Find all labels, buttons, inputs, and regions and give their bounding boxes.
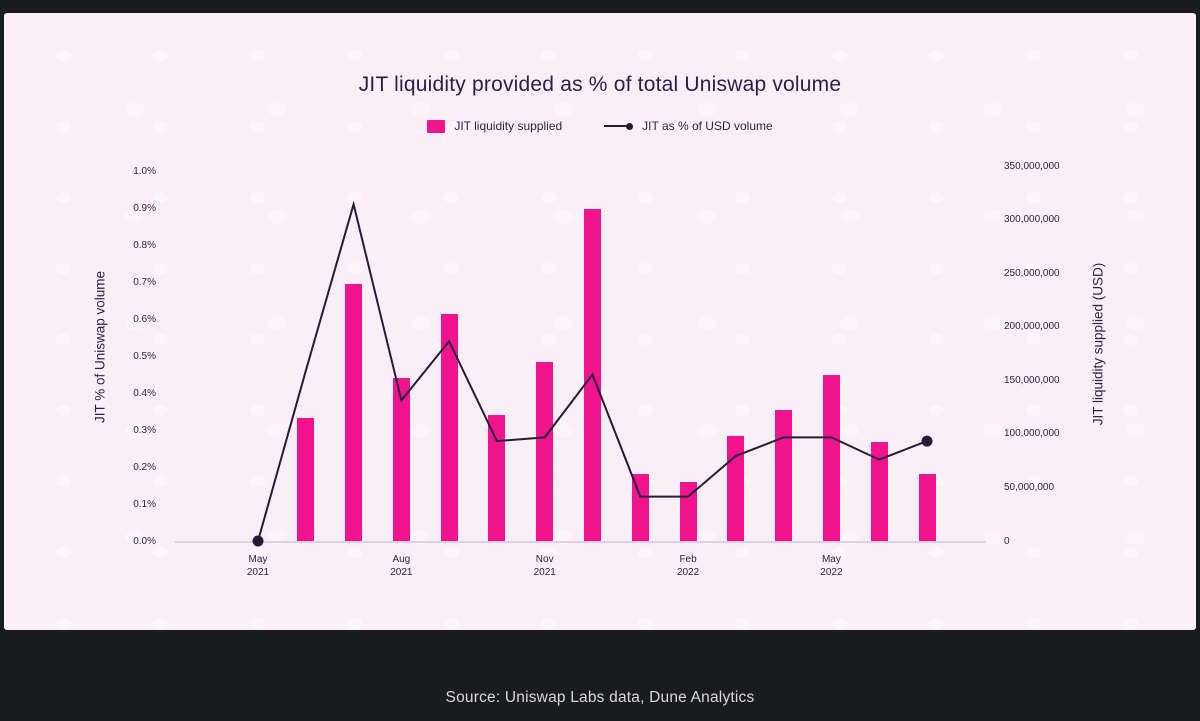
right-axis-tick-label: 50,000,000: [1004, 481, 1055, 493]
x-axis-label-line: May: [821, 554, 841, 565]
left-axis-tick-label: 0.6%: [133, 313, 156, 325]
x-axis-label-line: 2021: [390, 567, 413, 578]
bar-apr-2022: [775, 410, 793, 541]
bar-nov-2021: [536, 362, 554, 541]
bar-jan-2022: [631, 473, 649, 541]
x-axis-label-may-2021: May 2021: [228, 553, 288, 579]
left-axis-tick-label: 0.0%: [133, 535, 156, 547]
bar-jul-2021: [345, 283, 363, 541]
right-axis-tick-label: 150,000,000: [1004, 374, 1060, 386]
x-axis-baseline: [175, 541, 986, 543]
line-endpoint-dot-may-2021: [252, 535, 264, 547]
trend-line: [257, 200, 928, 542]
left-axis-tick-label: 0.3%: [133, 424, 156, 436]
legend-label-bar-series: JIT liquidity supplied: [454, 119, 563, 133]
line-dot-icon: [604, 122, 634, 130]
bar-aug-2021: [392, 378, 410, 541]
chart-legend: JIT liquidity supplied JIT as % of USD v…: [4, 119, 1196, 133]
x-axis-label-line: Feb: [679, 554, 697, 565]
x-axis-label-nov-2021: Nov 2021: [515, 553, 575, 579]
bar-jun-2022: [870, 442, 888, 541]
left-axis-tick-label: 0.5%: [133, 350, 156, 362]
x-axis-label-aug-2021: Aug 2021: [371, 553, 431, 579]
x-axis-label-line: Aug: [392, 554, 411, 565]
legend-label-line-series: JIT as % of USD volume: [642, 119, 773, 133]
right-axis-tick-label: 300,000,000: [1004, 214, 1060, 226]
right-axis-tick-label: 200,000,000: [1004, 321, 1060, 333]
x-axis-label-feb-2022: Feb 2022: [658, 553, 718, 579]
left-axis-tick-label: 0.2%: [133, 461, 156, 473]
left-axis-tick-label: 0.9%: [133, 202, 156, 214]
bar-mar-2022: [727, 436, 745, 541]
chart-title: JIT liquidity provided as % of total Uni…: [358, 73, 842, 96]
right-axis-tick-label: 350,000,000: [1004, 160, 1060, 172]
bar-jul-2022: [918, 473, 936, 541]
x-axis-label-may-2022: May 2022: [801, 553, 861, 579]
x-axis-label-line: 2022: [820, 567, 843, 578]
legend-item-bar-series: JIT liquidity supplied: [427, 119, 562, 133]
left-axis-tick-label: 0.1%: [133, 498, 156, 510]
x-axis-label-line: Nov: [535, 554, 554, 565]
right-axis-tick-label: 100,000,000: [1004, 428, 1060, 440]
right-axis-tick-label: 0: [1004, 535, 1010, 547]
left-axis-tick-label: 1.0%: [133, 165, 156, 177]
x-axis-label-line: 2021: [533, 567, 556, 578]
left-axis-tick-label: 0.8%: [133, 239, 156, 251]
bar-sep-2021: [440, 313, 458, 541]
legend-line-segment: [604, 125, 629, 127]
bar-swatch-icon: [427, 119, 446, 133]
source-caption: Source: Uniswap Labs data, Dune Analytic…: [445, 689, 755, 706]
x-axis-label-line: May: [248, 554, 268, 565]
right-axis-tick-label: 250,000,000: [1004, 267, 1060, 279]
left-axis-tick-label: 0.7%: [133, 276, 156, 288]
line-endpoint-dot-jul-2022: [921, 435, 933, 447]
bar-oct-2021: [488, 414, 506, 541]
bar-jun-2021: [297, 417, 315, 541]
left-axis-tick-label: 0.4%: [133, 387, 156, 399]
legend-dot: [626, 122, 634, 130]
bar-may-2022: [822, 374, 840, 541]
x-axis-label-line: 2021: [246, 567, 270, 578]
legend-item-line-series: JIT as % of USD volume: [604, 119, 773, 133]
x-axis-label-line: 2022: [676, 567, 700, 578]
